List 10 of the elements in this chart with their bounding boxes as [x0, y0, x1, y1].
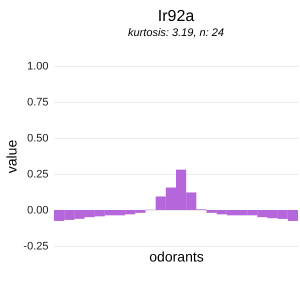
- y-tick-label: 0.50: [27, 132, 48, 144]
- y-tick-label: -0.25: [23, 240, 48, 252]
- y-tick-label: 1.00: [27, 60, 48, 72]
- y-tick-label: 0.75: [27, 96, 48, 108]
- chart-title: Ir92a: [158, 8, 194, 25]
- y-tick-label: 0.25: [27, 168, 48, 180]
- y-axis-title: value: [3, 140, 20, 174]
- x-axis-title: odorants: [149, 248, 204, 264]
- y-tick-label: 0.00: [27, 204, 48, 216]
- chart-subtitle: kurtosis: 3.19, n: 24: [128, 27, 224, 39]
